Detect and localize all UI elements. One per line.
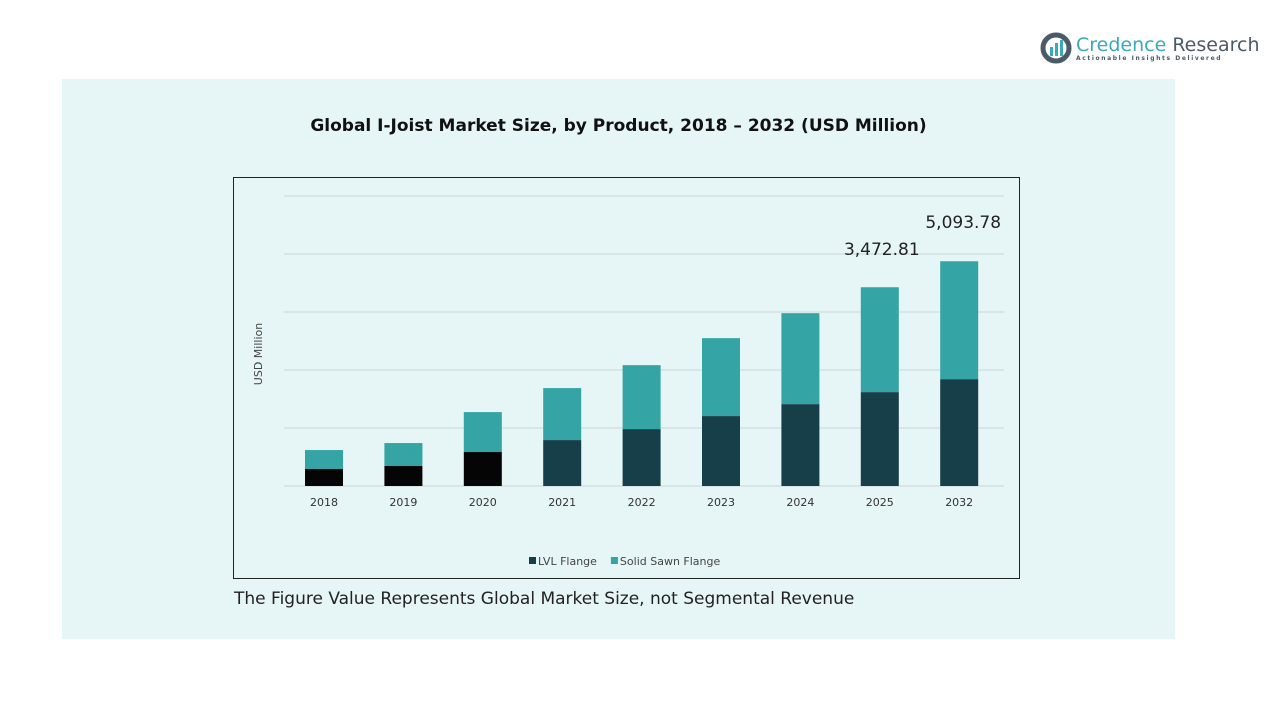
bar-lvl-flange-2023 [702, 416, 740, 486]
bar-lvl-flange-2022 [622, 429, 661, 486]
chart-title: Global I-Joist Market Size, by Product, … [310, 116, 927, 136]
bar-lvl-flange-2019 [384, 466, 423, 486]
bar-lvl-flange-2020 [463, 452, 502, 486]
x-tick-label-2032: 2032 [945, 496, 973, 509]
legend-label-solid-sawn-flange: Solid Sawn Flange [620, 555, 721, 568]
x-tick-label-2022: 2022 [628, 496, 656, 509]
data-label-2025: 3,472.81 [844, 240, 920, 260]
footnote: The Figure Value Represents Global Marke… [234, 589, 855, 609]
bar-solid-sawn-flange-2019 [384, 443, 423, 467]
legend-swatch-solid-sawn-flange [610, 557, 618, 564]
bar-solid-sawn-flange-2024 [781, 313, 820, 405]
y-axis-label: USD Million [252, 323, 265, 385]
bar-solid-sawn-flange-2021 [543, 388, 582, 441]
x-tick-label-2024: 2024 [786, 496, 814, 509]
bar-lvl-flange-2024 [781, 404, 820, 486]
x-tick-label-2018: 2018 [310, 496, 338, 509]
logo-tagline: Actionable Insights Delivered [1076, 54, 1223, 62]
chart-plot-frame: USD Million 2018 2019 2020 2021 2022 2023 2024 2… [233, 177, 1020, 579]
bar-solid-sawn-flange-2020 [463, 412, 502, 453]
logo-name-2: Research [1172, 33, 1260, 56]
x-tick-label-2025: 2025 [866, 496, 894, 509]
bar-solid-sawn-flange-2022 [622, 365, 661, 430]
bar-solid-sawn-flange-2025 [860, 287, 899, 393]
x-tick-label-2023: 2023 [707, 496, 735, 509]
bar-lvl-flange-2021 [543, 440, 582, 486]
bar-solid-sawn-flange-2023 [702, 338, 740, 417]
legend-label-lvl-flange: LVL Flange [538, 555, 597, 568]
x-tick-label-2021: 2021 [548, 496, 576, 509]
x-tick-label-2019: 2019 [389, 496, 417, 509]
stacked-bar-chart: USD Million 2018 2019 2020 2021 2022 2023 2024 2… [252, 195, 1004, 568]
credence-research-logo: Credence Research Actionable Insights De… [1040, 32, 1259, 64]
chart-background-panel [62, 79, 1175, 639]
x-tick-label-2020: 2020 [469, 496, 497, 509]
bar-lvl-flange-2032 [940, 379, 979, 486]
data-label-2032: 5,093.78 [925, 213, 1001, 233]
legend-swatch-lvl-flange [529, 557, 536, 564]
logo-name-1: Credence [1076, 33, 1167, 56]
logo-icon [1040, 32, 1072, 64]
bar-solid-sawn-flange-2032 [940, 261, 979, 380]
bar-lvl-flange-2018 [305, 469, 343, 486]
bar-lvl-flange-2025 [860, 392, 899, 486]
bar-solid-sawn-flange-2018 [305, 450, 343, 470]
